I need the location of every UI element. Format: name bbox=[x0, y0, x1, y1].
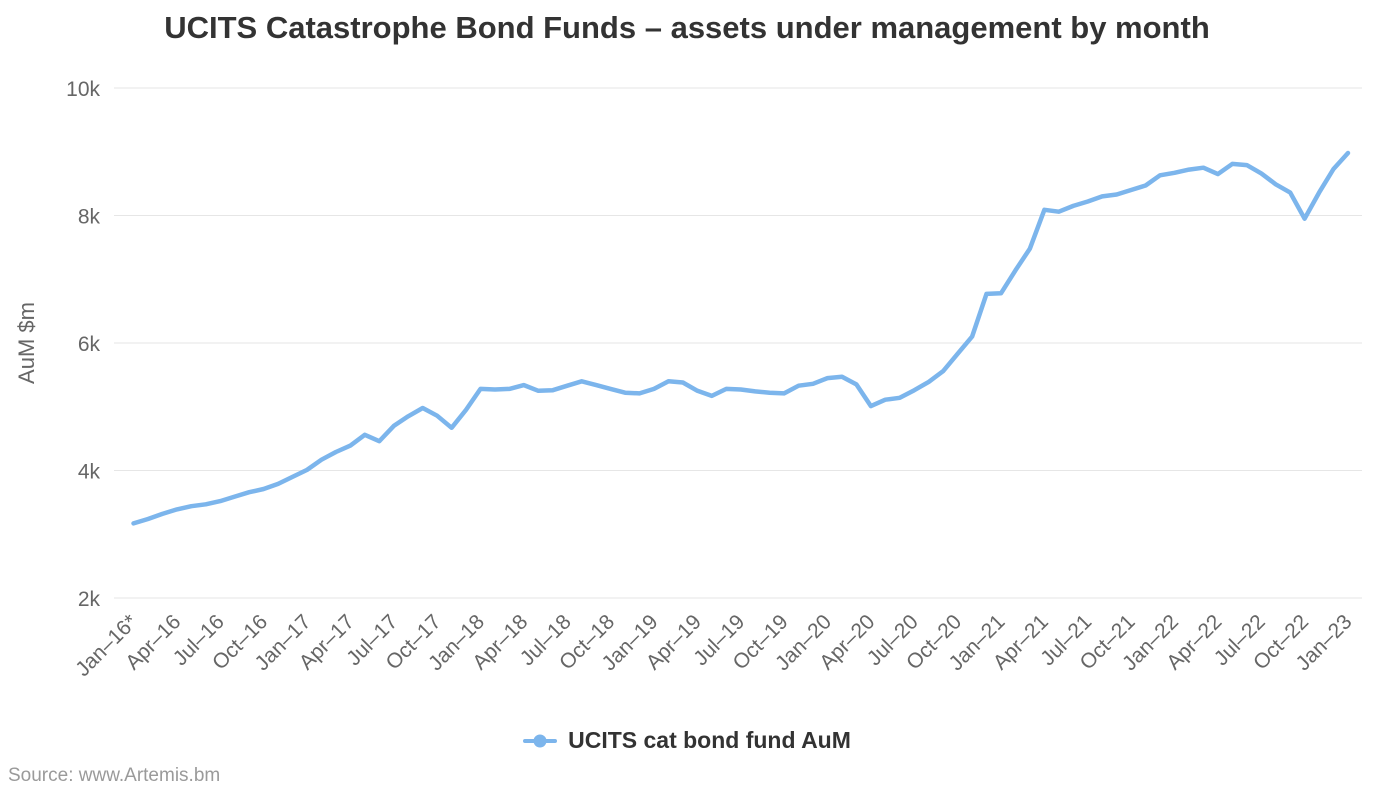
legend-series-label: UCITS cat bond fund AuM bbox=[568, 727, 851, 753]
aum-series-line bbox=[131, 150, 1351, 526]
y-tick-label: 10k bbox=[66, 78, 100, 101]
y-tick-label: 2k bbox=[78, 588, 101, 611]
y-tick-label: 6k bbox=[78, 333, 101, 356]
y-tick-label: 4k bbox=[78, 461, 101, 484]
chart-title: UCITS Catastrophe Bond Funds – assets un… bbox=[164, 10, 1210, 45]
x-tick-label: Jan–16* bbox=[71, 610, 142, 681]
legend-item-ucits-cat-bond-fund-aum[interactable]: UCITS cat bond fund AuM bbox=[0, 727, 1374, 754]
source-credit: Source: www.Artemis.bm bbox=[8, 765, 221, 786]
legend-line-marker-icon bbox=[523, 734, 558, 747]
y-tick-label: 8k bbox=[78, 206, 101, 229]
y-axis-title: AuM $m bbox=[14, 302, 39, 384]
legend-dot-icon bbox=[533, 734, 547, 747]
